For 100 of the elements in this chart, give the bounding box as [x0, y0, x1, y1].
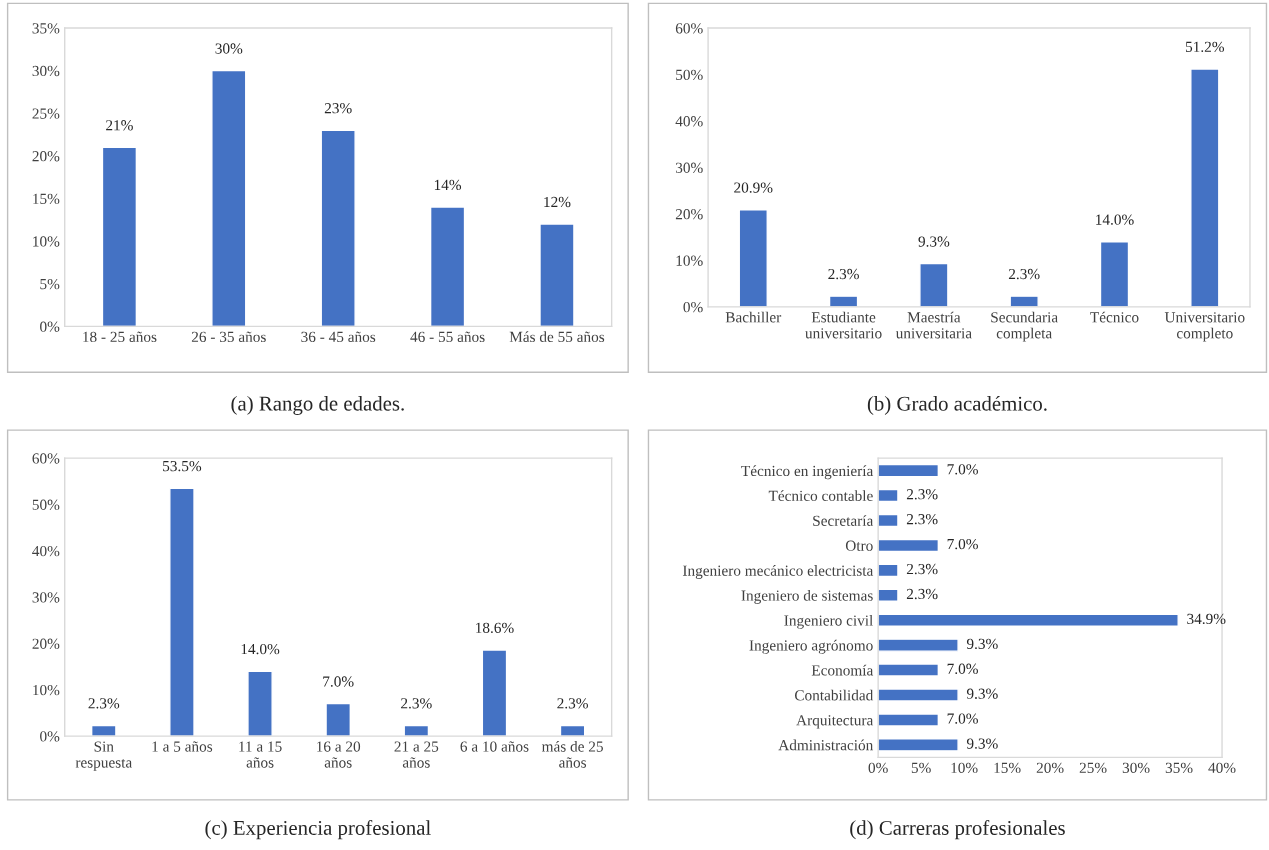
y-tick-label: 35% — [32, 23, 60, 34]
y-tick-label: 5% — [40, 278, 60, 290]
x-tick-label: 1 a 5 años — [152, 741, 213, 752]
y-tick-label: Técnico contable — [768, 490, 873, 501]
x-tick-label: Bachiller — [725, 311, 782, 323]
y-tick-label: Arquitectura — [796, 715, 874, 729]
y-tick-label: Secretaría — [813, 515, 874, 526]
y-tick-label: 10% — [33, 684, 60, 696]
bar — [211, 69, 247, 327]
bar — [320, 129, 356, 327]
x-tick-label: Más de 55 años — [509, 331, 605, 343]
x-tick-label: 40% — [1208, 762, 1236, 774]
data-label: 21% — [106, 120, 133, 131]
y-tick-label: 10% — [33, 236, 60, 247]
bar — [878, 488, 899, 503]
x-tick-label: 46 - 55 años — [410, 331, 485, 343]
x-tick-label: 20% — [1036, 762, 1064, 774]
data-label: 2.3% — [557, 698, 588, 709]
x-tick-label: Maestría universitaria — [895, 311, 972, 339]
y-tick-label: 40% — [675, 116, 703, 127]
bar — [101, 146, 138, 327]
bar — [878, 613, 1179, 627]
y-tick-label: 30% — [32, 592, 60, 603]
bar — [1190, 68, 1220, 307]
data-label: 2.3% — [828, 268, 859, 280]
x-tick-label: 25% — [1079, 762, 1107, 774]
x-tick-label: Secundaria completa — [991, 311, 1058, 342]
data-label: 20.9% — [734, 182, 773, 193]
y-tick-label: Técnico en ingeniería — [741, 465, 874, 480]
y-tick-label: 50% — [32, 499, 60, 510]
bar — [878, 738, 959, 752]
bar — [878, 688, 959, 702]
data-label: 51.2% — [1185, 41, 1225, 53]
y-tick-label: 20% — [675, 209, 703, 220]
data-label: 14% — [434, 179, 462, 191]
bar — [481, 649, 508, 737]
bar — [738, 209, 768, 307]
text: (c) Experiencia profesional — [205, 820, 431, 840]
bar — [539, 223, 575, 327]
bar — [878, 463, 940, 478]
x-tick-label: 26 - 35 años — [191, 331, 266, 343]
x-tick-label: 11 a 15 años — [239, 741, 282, 768]
y-tick-label: Economía — [811, 664, 874, 676]
data-label: 34.9% — [1187, 613, 1226, 625]
x-tick-label: 16 a 20 años — [317, 741, 361, 768]
x-tick-label: 30% — [1122, 762, 1150, 774]
data-label: 53.5% — [163, 460, 202, 472]
x-tick-label: Técnico — [1090, 311, 1139, 323]
y-tick-label: 40% — [32, 545, 60, 557]
data-label: 2.3% — [906, 563, 938, 575]
y-tick-label: 60% — [675, 23, 703, 34]
text: (b) Grado académico. — [867, 395, 1047, 415]
data-label: 7.0% — [947, 464, 978, 475]
bar — [247, 670, 273, 737]
x-tick-label: 21 a 25 años — [394, 741, 439, 768]
data-label: 7.0% — [323, 676, 354, 687]
y-tick-label: 20% — [32, 638, 60, 649]
bar — [878, 663, 940, 677]
x-tick-label: 10% — [951, 762, 978, 774]
data-label: 2.3% — [88, 698, 120, 709]
x-tick-label: 35% — [1165, 762, 1193, 774]
data-label: 9.3% — [966, 738, 998, 749]
data-label: 2.3% — [906, 588, 938, 600]
data-label: 23% — [324, 103, 352, 114]
bar — [169, 487, 195, 737]
y-tick-label: Otro — [845, 540, 873, 551]
bar — [90, 724, 117, 737]
bar — [1009, 295, 1039, 307]
data-label: 12% — [544, 196, 571, 208]
data-label: 7.0% — [947, 663, 978, 674]
x-tick-label: 36 - 45 años — [301, 331, 376, 343]
data-label: 14.0% — [1096, 214, 1134, 225]
x-tick-label: Universitario completo — [1164, 312, 1245, 342]
bar — [878, 638, 959, 652]
bar — [828, 295, 859, 307]
y-tick-label: Ingeniero mecánico electricista — [682, 565, 874, 579]
y-tick-label: 50% — [676, 69, 703, 81]
bar — [429, 206, 466, 327]
y-tick-label: Ingeniero civil — [784, 614, 873, 629]
data-label: 9.3% — [966, 688, 998, 699]
x-tick-label: Estudiante universitario — [805, 311, 882, 339]
data-label: 30% — [215, 43, 243, 54]
y-tick-label: Contabilidad — [794, 689, 874, 701]
bar — [1099, 241, 1130, 307]
data-label: 2.3% — [906, 514, 938, 525]
bar — [325, 702, 351, 737]
bar — [878, 588, 899, 602]
y-tick-label: Ingeniero de sistemas — [741, 589, 873, 604]
y-tick-label: 0% — [683, 301, 703, 313]
x-tick-label: 5% — [911, 762, 931, 774]
data-label: 7.0% — [947, 538, 978, 550]
y-tick-label: 25% — [32, 108, 60, 119]
data-label: 9.3% — [966, 638, 998, 650]
x-tick-label: 6 a 10 años — [460, 741, 529, 752]
x-tick-label: 15% — [994, 762, 1021, 774]
y-tick-label: 0% — [40, 731, 60, 742]
bar — [878, 538, 940, 553]
x-tick-label: más de 25 años — [541, 740, 603, 768]
y-tick-label: Administración — [778, 739, 874, 751]
data-label: 9.3% — [918, 236, 950, 247]
